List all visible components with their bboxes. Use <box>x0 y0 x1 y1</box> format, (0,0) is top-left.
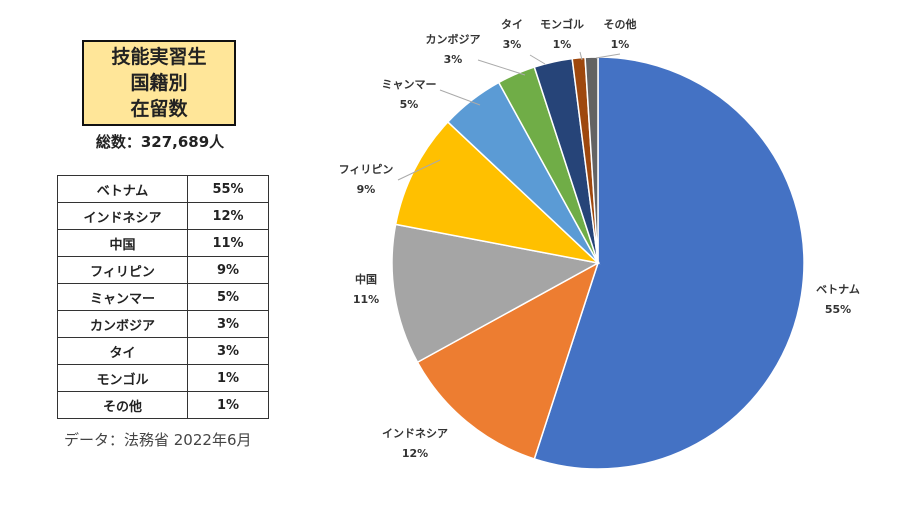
data-label: 11% <box>353 293 379 306</box>
country-cell: 中国 <box>57 229 188 257</box>
data-label: 1% <box>553 38 572 51</box>
source-note: データ：法務省 2022年6月 <box>64 431 252 449</box>
table-row: その他 1% <box>57 391 269 419</box>
country-cell: カンボジア <box>57 310 188 338</box>
table-row: モンゴル 1% <box>57 364 269 392</box>
category-label: ミャンマー <box>382 78 437 91</box>
leader-line <box>439 89 481 106</box>
title-line: 技能実習生 <box>111 46 207 68</box>
table-row: ミャンマー 5% <box>57 283 269 311</box>
pie-slice <box>533 56 805 470</box>
title-line: 在留数 <box>130 98 188 120</box>
percent-cell: 12% <box>187 202 269 230</box>
leader-line <box>397 159 441 181</box>
table-row: フィリピン 9% <box>57 256 269 284</box>
category-label: 中国 <box>355 272 377 286</box>
table-row: ベトナム 55% <box>57 175 269 203</box>
pie-slice <box>391 223 601 364</box>
data-label: 1% <box>611 38 630 51</box>
pie-slice <box>416 261 600 460</box>
data-label: 3% <box>444 53 463 66</box>
percent-cell: 5% <box>187 283 269 311</box>
pie-slice <box>394 120 601 265</box>
data-table: ベトナム 55% インドネシア 12% 中国 11% フィリピン 9% ミャンマー 5% カンボジア… <box>57 175 269 419</box>
data-label: 9% <box>357 183 376 196</box>
percent-cell: 1% <box>187 391 269 419</box>
data-label: 3% <box>503 38 522 51</box>
country-cell: モンゴル <box>57 364 188 392</box>
data-label: 55% <box>825 303 851 316</box>
percent-cell: 55% <box>187 175 269 203</box>
data-label: 5% <box>400 98 419 111</box>
table-row: タイ 3% <box>57 337 269 365</box>
category-label: ベトナム <box>816 283 860 296</box>
percent-cell: 11% <box>187 229 269 257</box>
table-row: インドネシア 12% <box>57 202 269 230</box>
category-label: タイ <box>501 18 523 31</box>
chart-title-box: 技能実習生 国籍別 在留数 <box>82 40 236 126</box>
data-label: 12% <box>402 447 428 460</box>
leader-line <box>529 54 546 65</box>
country-cell: その他 <box>57 391 188 419</box>
table-row: 中国 11% <box>57 229 269 257</box>
total-count: 総数：327,689人 <box>95 133 225 151</box>
pie-slice <box>584 56 599 264</box>
leader-line <box>579 51 583 61</box>
country-cell: ベトナム <box>57 175 188 203</box>
country-cell: インドネシア <box>57 202 188 230</box>
table-row: カンボジア 3% <box>57 310 269 338</box>
category-label: その他 <box>604 17 637 31</box>
category-label: カンボジア <box>426 32 481 46</box>
leader-line <box>477 59 526 76</box>
category-label: フィリピン <box>339 163 394 176</box>
leader-line <box>595 53 621 59</box>
category-label: モンゴル <box>540 17 584 31</box>
title-line: 国籍別 <box>130 72 188 94</box>
category-label: インドネシア <box>382 427 448 440</box>
percent-cell: 1% <box>187 364 269 392</box>
